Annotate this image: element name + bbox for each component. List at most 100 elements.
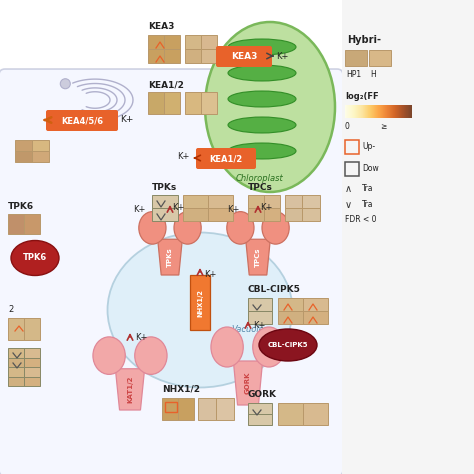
Polygon shape [246, 239, 270, 275]
Bar [208, 208, 233, 221]
Text: TPCs: TPCs [248, 183, 273, 192]
Text: CBL-CIPK5: CBL-CIPK5 [248, 285, 301, 294]
Bar [303, 298, 328, 311]
Text: Tra: Tra [362, 184, 374, 193]
Bar [201, 92, 217, 114]
Bar [183, 195, 208, 208]
Polygon shape [158, 239, 182, 275]
FancyBboxPatch shape [216, 46, 272, 67]
Text: K+: K+ [260, 203, 273, 212]
Bar [8, 348, 24, 357]
Text: K+: K+ [276, 52, 288, 61]
Text: Tra: Tra [362, 200, 374, 209]
Text: log₂(FF: log₂(FF [345, 92, 379, 101]
Bar [185, 92, 201, 114]
Bar [152, 208, 178, 221]
Text: ∨: ∨ [345, 200, 352, 210]
Ellipse shape [228, 143, 296, 159]
Bar [15, 140, 32, 151]
Text: GORK: GORK [248, 390, 277, 399]
Bar [148, 92, 164, 114]
Bar [24, 357, 40, 367]
Bar [303, 311, 328, 324]
Text: TPK6: TPK6 [23, 254, 47, 263]
Text: KEA1/2: KEA1/2 [210, 154, 243, 163]
Bar [248, 298, 272, 311]
Text: Chloroplast: Chloroplast [236, 174, 284, 183]
Bar [248, 195, 264, 208]
Bar [24, 214, 40, 234]
Text: K+: K+ [178, 152, 190, 161]
Text: FDR < 0: FDR < 0 [345, 215, 376, 224]
Bar [345, 50, 367, 66]
Ellipse shape [174, 211, 201, 244]
Bar [302, 195, 320, 208]
Circle shape [60, 111, 70, 121]
Bar [201, 35, 217, 49]
Ellipse shape [93, 337, 125, 374]
Ellipse shape [262, 211, 289, 244]
Text: TPK6: TPK6 [8, 202, 34, 211]
Text: KEA1/2: KEA1/2 [148, 80, 184, 89]
Bar [278, 403, 303, 425]
Bar [24, 367, 40, 376]
Bar [32, 140, 49, 151]
Bar [264, 195, 280, 208]
Text: 0: 0 [345, 122, 350, 131]
Bar [248, 208, 264, 221]
Ellipse shape [205, 22, 335, 192]
Bar [148, 35, 164, 49]
Polygon shape [233, 361, 263, 405]
Ellipse shape [228, 65, 296, 81]
Bar [208, 195, 233, 208]
Text: KEA3: KEA3 [148, 22, 174, 31]
FancyBboxPatch shape [46, 110, 118, 131]
Ellipse shape [259, 329, 317, 361]
Bar [8, 367, 24, 376]
Bar [152, 195, 178, 208]
Text: NHX1/2: NHX1/2 [162, 385, 200, 394]
Bar [164, 35, 180, 49]
Text: ≥: ≥ [380, 122, 386, 131]
Bar [342, 0, 474, 474]
Text: K+: K+ [172, 203, 184, 212]
Text: NHX1/2: NHX1/2 [197, 289, 203, 317]
Text: Hybri-: Hybri- [347, 35, 381, 45]
Text: H: H [370, 70, 376, 79]
Bar [148, 49, 164, 63]
Ellipse shape [228, 117, 296, 133]
Bar [183, 208, 208, 221]
Bar [216, 398, 234, 420]
Bar [345, 162, 359, 176]
Bar [178, 398, 194, 420]
FancyBboxPatch shape [0, 69, 343, 474]
Bar [264, 208, 280, 221]
Text: TPKs: TPKs [152, 183, 177, 192]
Bar [302, 208, 320, 221]
Polygon shape [115, 369, 145, 410]
Bar [32, 151, 49, 162]
Bar [278, 311, 303, 324]
FancyBboxPatch shape [196, 148, 256, 169]
Text: CBL-CIPK5: CBL-CIPK5 [268, 342, 308, 348]
Bar [164, 49, 180, 63]
Text: K+: K+ [134, 205, 146, 214]
Ellipse shape [228, 39, 296, 55]
Bar [8, 318, 24, 340]
Bar [201, 49, 217, 63]
Bar [164, 92, 180, 114]
Text: TPCs: TPCs [255, 247, 261, 267]
Text: K+: K+ [253, 321, 265, 330]
Text: K+: K+ [135, 333, 147, 342]
Ellipse shape [139, 211, 166, 244]
Bar [278, 298, 303, 311]
Bar [285, 195, 302, 208]
Bar [24, 348, 40, 357]
Bar [185, 49, 201, 63]
Text: KEA3: KEA3 [231, 52, 257, 61]
Bar [248, 311, 272, 324]
Text: K+: K+ [120, 115, 133, 124]
Text: 2: 2 [8, 305, 13, 314]
Bar [285, 208, 302, 221]
Text: ∧: ∧ [345, 184, 352, 194]
